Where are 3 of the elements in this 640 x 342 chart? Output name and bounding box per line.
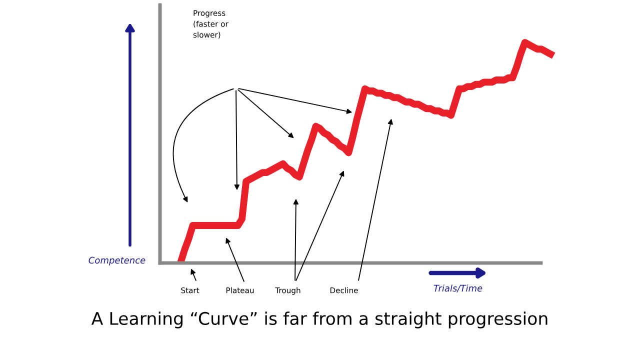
- text: A Learning “Curve” is far from a straight progression: [91, 312, 548, 328]
- x-axis-title: Trials/Time: [434, 284, 482, 292]
- y-axis-title: Competence: [88, 256, 146, 266]
